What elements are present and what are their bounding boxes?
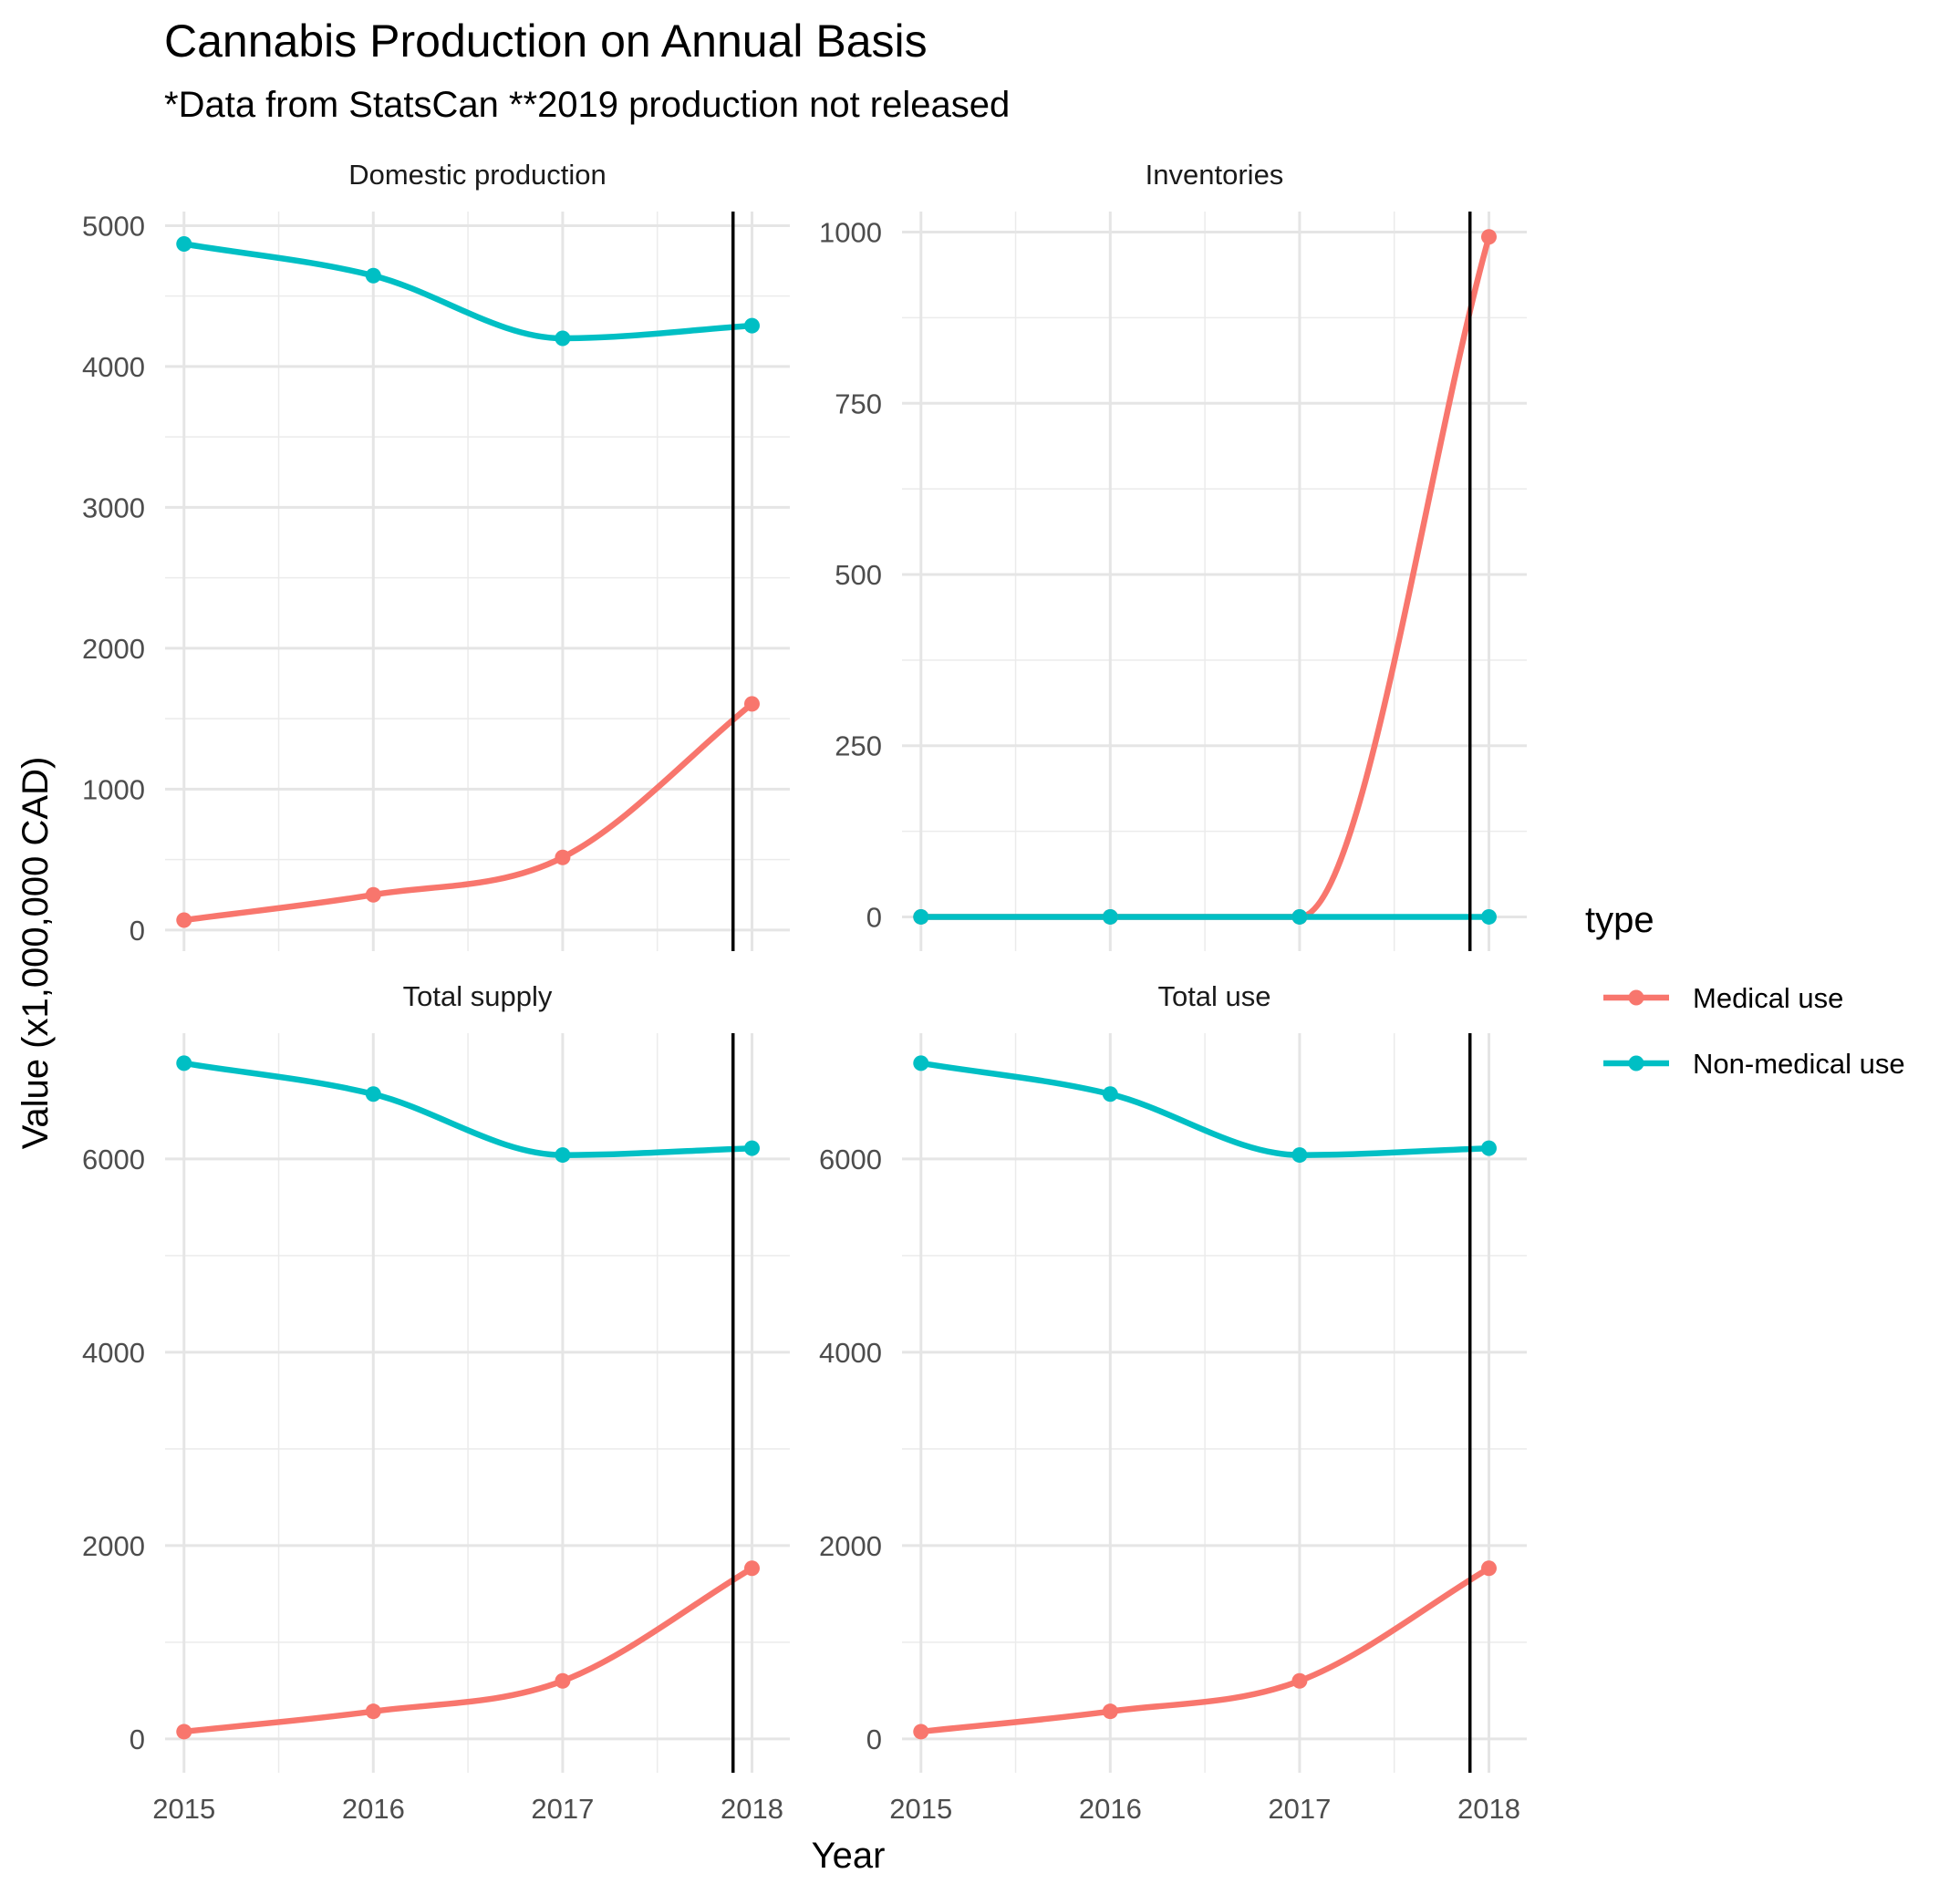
data-point xyxy=(743,1560,760,1577)
data-point xyxy=(1480,229,1497,245)
chart-subtitle: *Data from StatsCan **2019 production no… xyxy=(164,85,1010,125)
y-tick-label: 750 xyxy=(835,388,882,419)
x-tick-label: 2017 xyxy=(531,1793,594,1825)
data-point xyxy=(365,1703,381,1720)
facet-panel: Total supply 0 2000 4000 6000 2015 2016 2017 201… xyxy=(82,980,790,1825)
facet-panel: Total use 0 2000 4000 6000 2015 2016 2017 2018 xyxy=(819,980,1527,1825)
x-tick-label: 2016 xyxy=(1079,1793,1142,1825)
data-point xyxy=(1480,1560,1497,1577)
facet-strip-label: Domestic production xyxy=(348,159,607,191)
data-point xyxy=(743,696,760,712)
legend-key-point xyxy=(1628,1055,1644,1071)
x-axis-title: Year xyxy=(812,1836,886,1876)
data-point xyxy=(1291,1672,1308,1689)
data-point xyxy=(1102,908,1118,925)
y-tick-label: 4000 xyxy=(82,1337,145,1369)
series-line xyxy=(181,1060,755,1158)
facet-panel: Inventories 0 250 500 750 1000 xyxy=(819,159,1527,951)
data-point xyxy=(1291,908,1308,925)
data-point xyxy=(555,330,571,347)
data-point xyxy=(176,236,192,253)
y-tick-label: 6000 xyxy=(819,1144,882,1175)
y-tick-label: 2000 xyxy=(82,1530,145,1562)
facet-strip-label: Total use xyxy=(1157,980,1270,1012)
data-point xyxy=(555,1672,571,1689)
x-tick-label: 2017 xyxy=(1268,1793,1331,1825)
data-point xyxy=(1480,908,1497,925)
y-tick-label: 4000 xyxy=(819,1337,882,1369)
data-point xyxy=(555,849,571,865)
y-tick-label: 2000 xyxy=(819,1530,882,1562)
y-tick-label: 0 xyxy=(130,1724,145,1755)
x-tick-label: 2016 xyxy=(342,1793,405,1825)
legend-key-point xyxy=(1628,989,1644,1006)
data-point xyxy=(913,1724,929,1740)
facet-strip-label: Inventories xyxy=(1146,159,1284,191)
data-point xyxy=(365,886,381,903)
data-point xyxy=(1291,1147,1308,1164)
series-line xyxy=(918,1565,1492,1735)
series-line xyxy=(181,241,755,342)
series-line xyxy=(181,1565,755,1735)
legend-label: Non-medical use xyxy=(1693,1048,1905,1080)
data-point xyxy=(176,1055,192,1071)
data-point xyxy=(1102,1086,1118,1102)
data-point xyxy=(365,267,381,284)
y-tick-label: 0 xyxy=(866,1724,882,1755)
data-point xyxy=(743,1140,760,1156)
data-point xyxy=(913,1055,929,1071)
x-tick-label: 2018 xyxy=(1457,1793,1520,1825)
data-point xyxy=(913,908,929,925)
x-tick-label: 2015 xyxy=(152,1793,215,1825)
facet-strip-label: Total supply xyxy=(403,980,553,1012)
series-line xyxy=(181,700,755,924)
data-point xyxy=(176,912,192,928)
y-tick-label: 1000 xyxy=(819,217,882,249)
data-point xyxy=(1480,1140,1497,1156)
facet-panel: Domestic production 0 1000 2000 3000 4000 5000 xyxy=(82,159,790,951)
y-tick-label: 1000 xyxy=(82,773,145,805)
legend-label: Medical use xyxy=(1693,982,1843,1014)
x-tick-label: 2015 xyxy=(889,1793,952,1825)
y-tick-label: 0 xyxy=(866,901,882,933)
y-tick-label: 6000 xyxy=(82,1144,145,1175)
y-tick-label: 250 xyxy=(835,730,882,762)
y-tick-label: 2000 xyxy=(82,633,145,665)
data-point xyxy=(176,1724,192,1740)
y-tick-label: 4000 xyxy=(82,351,145,383)
y-tick-label: 0 xyxy=(130,915,145,947)
legend-title: type xyxy=(1585,900,1654,940)
data-point xyxy=(365,1086,381,1102)
x-tick-label: 2018 xyxy=(721,1793,783,1825)
y-axis-title: Value (x1,000,000 CAD) xyxy=(16,757,56,1150)
facet-panels: Domestic production010002000300040005000… xyxy=(82,159,1527,1825)
data-point xyxy=(1102,1703,1118,1720)
y-tick-label: 500 xyxy=(835,559,882,591)
data-point xyxy=(743,317,760,334)
series-line xyxy=(918,1060,1492,1158)
legend: type Medical use Non-medical use xyxy=(1585,900,1905,1080)
y-tick-label: 3000 xyxy=(82,492,145,523)
y-tick-label: 5000 xyxy=(82,210,145,242)
chart-title: Cannabis Production on Annual Basis xyxy=(164,16,928,67)
data-point xyxy=(555,1147,571,1164)
